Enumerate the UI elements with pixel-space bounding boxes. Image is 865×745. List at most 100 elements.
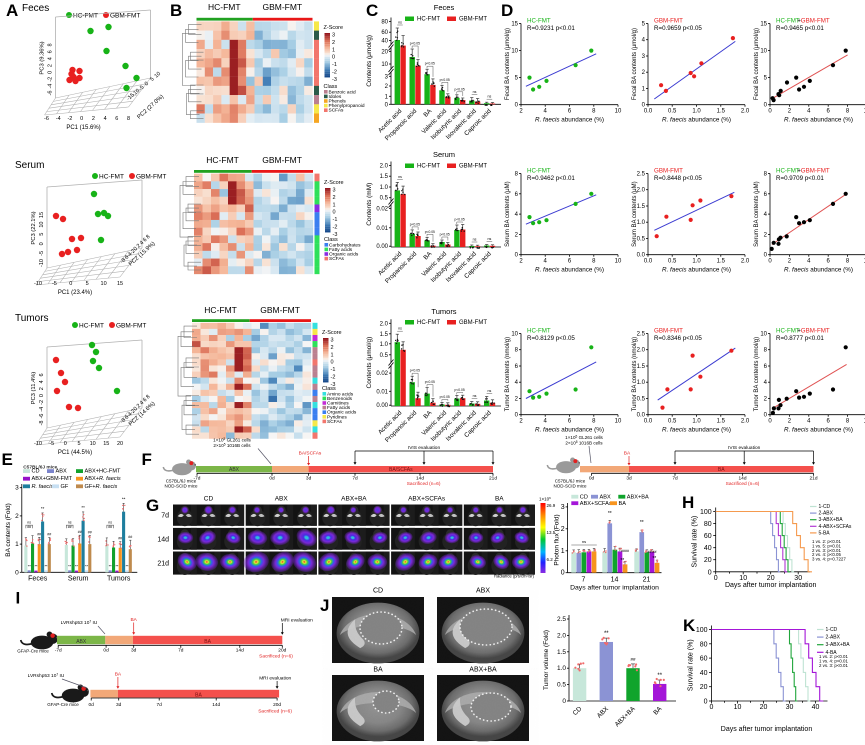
svg-text:ABX: ABX <box>600 494 611 500</box>
svg-text:20: 20 <box>117 441 123 447</box>
svg-text:1.5: 1.5 <box>637 364 646 370</box>
svg-text:0d: 0d <box>103 648 109 654</box>
svg-text:PC3 (22.1%): PC3 (22.1%) <box>31 211 37 244</box>
svg-text:0.00: 0.00 <box>376 244 388 250</box>
svg-text:D: D <box>501 1 513 20</box>
svg-text:R=0.8346 p<0.05: R=0.8346 p<0.05 <box>654 335 702 342</box>
svg-text:Phenylpropanoid: Phenylpropanoid <box>329 103 365 109</box>
svg-text:Serum BA contents (μM): Serum BA contents (μM) <box>754 181 760 246</box>
svg-text:-2: -2 <box>129 248 137 256</box>
svg-text:C57BL/6J mice: C57BL/6J mice <box>166 479 197 484</box>
svg-text:3: 3 <box>333 188 336 194</box>
svg-text:Sacrificed (n=6): Sacrificed (n=6) <box>259 654 293 660</box>
svg-text:HC-FMT: HC-FMT <box>776 168 800 175</box>
svg-text:J: J <box>320 596 329 615</box>
svg-text:5: 5 <box>642 22 646 28</box>
svg-text:2.5: 2.5 <box>637 172 646 178</box>
svg-text:Serum: Serum <box>15 160 44 171</box>
svg-text:-4: -4 <box>48 84 54 89</box>
svg-text:GBM-FMT: GBM-FMT <box>654 18 683 25</box>
svg-text:BA: BA <box>495 496 504 503</box>
svg-text:-4: -4 <box>126 411 134 419</box>
svg-text:6: 6 <box>764 364 768 370</box>
svg-text:0.0: 0.0 <box>637 413 646 419</box>
svg-text:8: 8 <box>846 109 850 115</box>
svg-text:p<0.05: p<0.05 <box>410 222 420 226</box>
svg-text:K: K <box>683 616 696 635</box>
svg-text:A: A <box>6 1 18 20</box>
svg-text:5: 5 <box>515 76 519 82</box>
svg-text:60: 60 <box>381 30 388 36</box>
svg-text:1×105 GL261 cells: 1×105 GL261 cells <box>565 434 603 440</box>
svg-text:ns: ns <box>68 521 72 525</box>
svg-text:SCFAs: SCFAs <box>329 108 345 114</box>
svg-text:10: 10 <box>39 222 45 228</box>
svg-text:2: 2 <box>788 419 792 425</box>
svg-text:40: 40 <box>812 704 820 711</box>
svg-text:R=0.9465 p<0.01: R=0.9465 p<0.01 <box>776 25 824 32</box>
svg-text:1.5: 1.5 <box>557 649 566 656</box>
svg-text:PC1 (15.6%): PC1 (15.6%) <box>66 125 100 131</box>
svg-text:HC-FMT: HC-FMT <box>206 155 239 165</box>
svg-text:GBM-FMT: GBM-FMT <box>654 168 683 175</box>
svg-text:6: 6 <box>764 192 768 198</box>
svg-text:HC-FMT: HC-FMT <box>73 12 98 19</box>
svg-text:0: 0 <box>133 406 139 413</box>
svg-text:8: 8 <box>515 348 519 354</box>
svg-text:0: 0 <box>69 281 72 287</box>
svg-text:**: ** <box>640 520 644 526</box>
svg-text:HC-FMT: HC-FMT <box>79 322 104 329</box>
svg-text:PC3 (9.36%): PC3 (9.36%) <box>40 41 46 74</box>
svg-text:1.0: 1.0 <box>637 380 646 386</box>
svg-text:-2: -2 <box>333 225 338 231</box>
svg-text:ABX+GBM-FMT: ABX+GBM-FMT <box>32 476 73 482</box>
svg-text:BA: BA <box>422 107 433 118</box>
svg-text:10: 10 <box>760 49 767 55</box>
svg-text:GBM-FMT: GBM-FMT <box>801 168 830 175</box>
svg-text:GBM-FMT: GBM-FMT <box>801 328 830 335</box>
svg-text:14d: 14d <box>212 702 220 708</box>
svg-text:1.0: 1.0 <box>692 109 701 115</box>
svg-text:0: 0 <box>133 246 139 253</box>
svg-text:3: 3 <box>642 54 646 60</box>
svg-text:Days after tumor implantation: Days after tumor implantation <box>570 585 659 592</box>
svg-text:1.0: 1.0 <box>380 185 389 191</box>
svg-text:2: 2 <box>788 259 792 265</box>
svg-text:2: 2 <box>136 243 142 250</box>
svg-text:-8: -8 <box>39 421 45 426</box>
svg-text:20d: 20d <box>278 648 286 654</box>
svg-text:HC-FMT: HC-FMT <box>417 17 440 23</box>
svg-text:1.0: 1.0 <box>380 342 389 348</box>
svg-text:0: 0 <box>80 116 83 122</box>
svg-text:R. faecis: R. faecis <box>32 484 54 490</box>
svg-text:**: ** <box>652 556 656 562</box>
svg-text:8: 8 <box>592 109 596 115</box>
svg-text:R. faecis abundance (%): R. faecis abundance (%) <box>662 427 731 434</box>
svg-text:-3: -3 <box>333 232 338 238</box>
svg-text:-3: -3 <box>331 382 336 388</box>
svg-text:-2: -2 <box>331 375 336 381</box>
svg-text:15: 15 <box>103 441 109 447</box>
svg-text:ABX: ABX <box>229 467 240 473</box>
svg-text:R. faecis abundance (%): R. faecis abundance (%) <box>662 267 731 274</box>
svg-text:4: 4 <box>544 109 548 115</box>
svg-text:8: 8 <box>846 419 850 425</box>
svg-text:3d: 3d <box>131 648 137 654</box>
svg-text:3d: 3d <box>626 476 632 482</box>
svg-text:4: 4 <box>39 380 45 383</box>
svg-text:-8: -8 <box>120 257 128 265</box>
svg-text:0.5: 0.5 <box>380 353 389 359</box>
svg-text:15: 15 <box>511 22 518 28</box>
svg-text:0.5: 0.5 <box>637 237 646 243</box>
svg-text:0.0: 0.0 <box>644 109 653 115</box>
svg-text:4: 4 <box>104 116 107 122</box>
svg-text:ns: ns <box>582 539 586 544</box>
svg-text:26.9: 26.9 <box>547 503 556 508</box>
svg-text:1×105 GL261 cells: 1×105 GL261 cells <box>213 437 251 443</box>
svg-text:ns: ns <box>398 21 402 25</box>
svg-text:2: 2 <box>48 64 54 67</box>
svg-text:p<0.05: p<0.05 <box>410 42 420 46</box>
svg-text:5: 5 <box>77 441 80 447</box>
svg-text:Carnitines: Carnitines <box>327 401 349 407</box>
svg-text:0: 0 <box>15 569 19 576</box>
